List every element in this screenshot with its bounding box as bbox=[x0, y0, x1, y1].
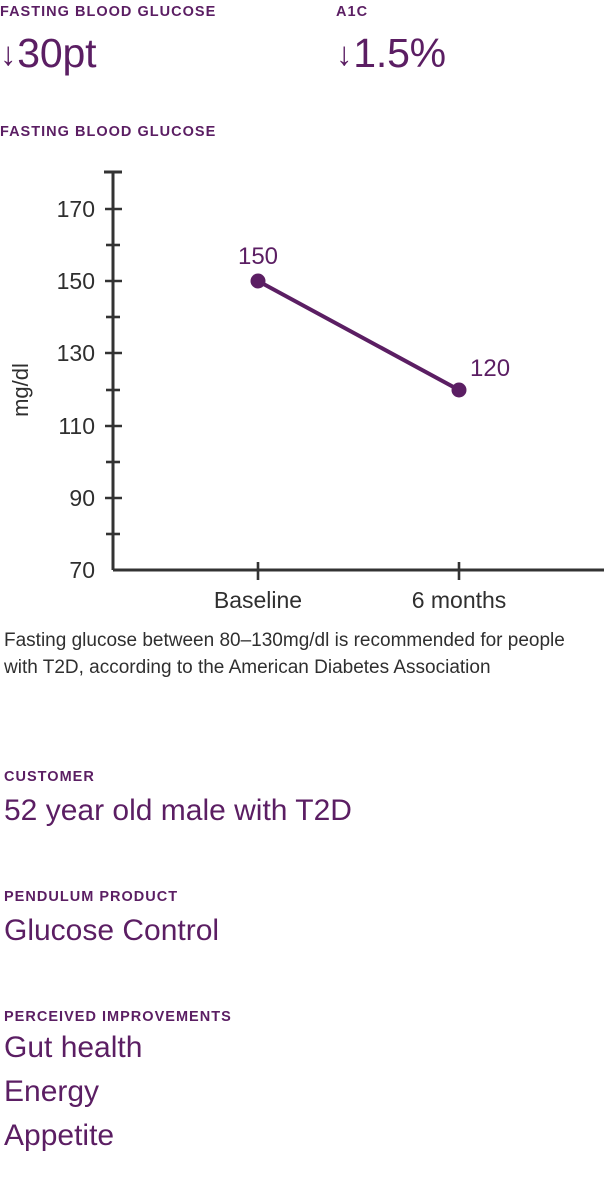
x-tick-label-baseline: Baseline bbox=[214, 587, 302, 610]
stat-value-a1c: ↓1.5% bbox=[336, 29, 446, 76]
data-point-baseline bbox=[250, 273, 266, 289]
chart-title: FASTING BLOOD GLUCOSE bbox=[0, 124, 217, 140]
stat-label-fasting-blood-glucose: FASTING BLOOD GLUCOSE bbox=[0, 4, 217, 20]
arrow-down-icon: ↓ bbox=[0, 34, 17, 72]
product-value: Glucose Control bbox=[4, 913, 220, 947]
stat-a1c: A1C ↓1.5% bbox=[336, 5, 446, 74]
x-tick-label-6-months: 6 months bbox=[412, 587, 507, 610]
y-axis-title: mg/dl bbox=[8, 363, 33, 417]
data-line bbox=[256, 279, 461, 392]
fasting-glucose-chart: 170 150 130 110 90 70 mg/dl Baseline 6 m… bbox=[0, 160, 604, 610]
improvements-label: PERCEIVED IMPROVEMENTS bbox=[4, 1009, 232, 1025]
list-item: Energy bbox=[4, 1074, 100, 1108]
improvements-block: PERCEIVED IMPROVEMENTS Gut health Energy… bbox=[4, 1010, 232, 1151]
list-item: Appetite bbox=[4, 1118, 115, 1152]
product-label: PENDULUM PRODUCT bbox=[4, 889, 179, 905]
data-label-baseline: 150 bbox=[238, 243, 278, 270]
y-tick-label: 170 bbox=[57, 196, 95, 222]
x-axis-tick-labels: Baseline 6 months bbox=[214, 587, 506, 610]
data-point-6-months bbox=[451, 382, 467, 398]
summary-stats: FASTING BLOOD GLUCOSE ↓30pt A1C ↓1.5% bbox=[0, 5, 604, 95]
y-axis-tick-labels: 170 150 130 110 90 70 bbox=[57, 196, 95, 583]
customer-label: CUSTOMER bbox=[4, 769, 95, 785]
stat-number-a1c: 1.5% bbox=[353, 29, 446, 76]
stat-value-fasting-blood-glucose: ↓30pt bbox=[0, 29, 216, 76]
list-item: Gut health bbox=[4, 1030, 143, 1064]
y-tick-label: 150 bbox=[57, 268, 95, 294]
stat-fasting-blood-glucose: FASTING BLOOD GLUCOSE ↓30pt bbox=[0, 5, 216, 74]
customer-block: CUSTOMER 52 year old male with T2D bbox=[4, 770, 352, 826]
data-label-6-months: 120 bbox=[470, 355, 510, 382]
stat-number-fasting-blood-glucose: 30pt bbox=[17, 29, 97, 76]
improvements-list: Gut health Energy Appetite bbox=[4, 1030, 232, 1152]
y-tick-label: 70 bbox=[69, 557, 95, 583]
x-axis-ticks bbox=[256, 562, 461, 580]
customer-value: 52 year old male with T2D bbox=[4, 793, 352, 827]
product-block: PENDULUM PRODUCT Glucose Control bbox=[4, 890, 219, 946]
arrow-down-icon: ↓ bbox=[336, 34, 353, 72]
y-tick-label: 90 bbox=[69, 485, 95, 511]
y-axis-major-ticks bbox=[105, 207, 122, 500]
chart-canvas: 170 150 130 110 90 70 mg/dl Baseline 6 m… bbox=[8, 170, 604, 610]
y-tick-label: 110 bbox=[58, 413, 95, 439]
chart-note: Fasting glucose between 80–130mg/dl is r… bbox=[4, 630, 565, 678]
y-axis-minor-ticks bbox=[106, 243, 120, 536]
stat-label-a1c: A1C bbox=[336, 4, 369, 20]
y-tick-label: 130 bbox=[57, 340, 95, 366]
